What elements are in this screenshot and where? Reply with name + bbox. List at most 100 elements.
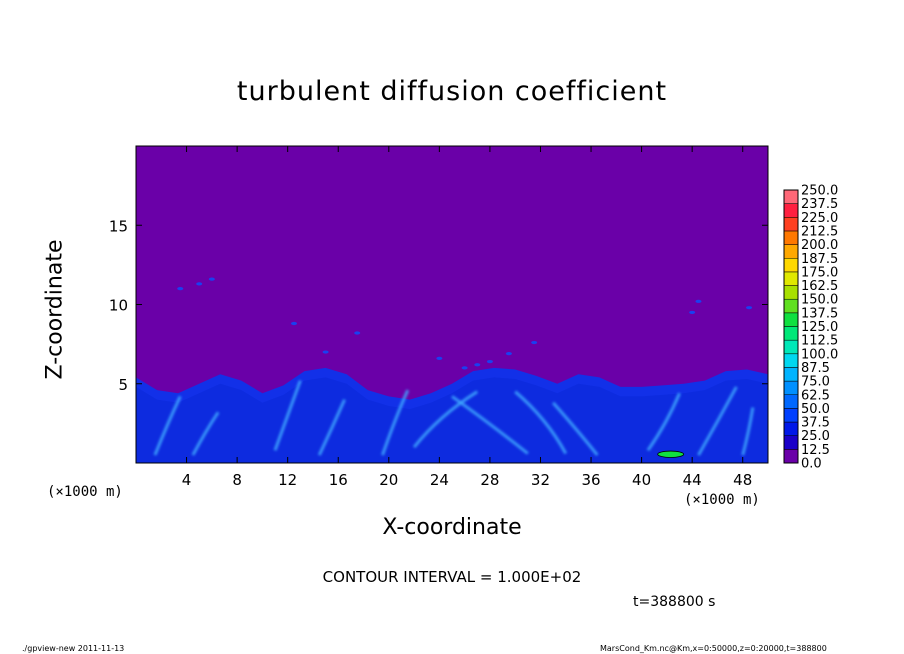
eddy-patch [505,352,512,356]
x-tick-label: 48 [733,471,752,489]
x-tick-label: 12 [278,471,297,489]
colorbar-label: 0.0 [801,457,822,472]
eddy-patch [436,356,443,360]
colorbar-label: 25.0 [801,429,830,444]
boundary-layer-field [136,277,768,463]
eddy-patch [177,287,184,291]
colorbar-cell [783,271,799,286]
colorbar-label: 250.0 [801,184,838,199]
colorbar-cell [783,339,799,355]
colorbar-label: 212.5 [801,224,838,239]
eddy-patch [474,363,481,367]
colorbar-label: 125.0 [801,320,838,335]
colorbar-label: 150.0 [801,293,838,308]
x-unit-label: (×1000 m) [684,492,760,508]
x-tick-label: 44 [683,471,702,489]
x-tick-label: 32 [531,471,550,489]
x-tick-label: 4 [182,471,192,489]
eddy-streak [646,392,681,452]
colorbar-label: 137.5 [801,306,838,321]
colorbar-label: 175.0 [801,265,838,280]
eddy-streak [317,398,346,456]
eddy-patch [461,366,468,370]
colorbar-label: 62.5 [801,388,830,403]
footer-right: MarsCond_Km.nc@Km,x=0:50000,z=0:20000,t=… [600,644,827,653]
colorbar-label: 37.5 [801,416,830,431]
eddy-patch [746,306,753,310]
eddy-patch [531,340,538,345]
eddy-streak [273,380,302,451]
y-axis-label: Z-coordinate [42,239,68,380]
eddy-patch [695,299,702,303]
x-tick-label: 16 [329,471,348,489]
eddy-patch [208,277,215,281]
eddy-streak [697,386,738,456]
x-tick-label: 28 [480,471,499,489]
x-axis-label-text: X-coordinate [382,515,522,540]
y-tick-label: 15 [109,217,128,235]
eddy-streak [381,389,410,456]
contour-interval: CONTOUR INTERVAL = 1.000E+02 [322,568,582,586]
eddy-streak [191,411,220,456]
y-axis: 5 10 15 [109,217,768,394]
colorbar-cell [783,394,799,409]
colorbar-label: 112.5 [801,334,838,349]
eddy-streak [412,390,479,449]
y-tick-label: 5 [118,376,128,394]
x-axis-label: X-coordinate [0,515,904,540]
footer-left: ./gpview-new 2011-11-13 [22,644,125,653]
colorbar-label: 50.0 [801,402,830,417]
colorbar-cell [783,203,799,218]
colorbar-cell [783,421,799,436]
eddy-streak [451,395,529,455]
colorbar-cell [783,435,799,450]
colorbar-cell [783,258,799,273]
colorbar-cell [783,449,799,464]
colorbar-label: 75.0 [801,375,830,390]
eddy-streak [153,395,182,456]
eddy-patch [196,282,203,286]
colorbar-cell [783,217,799,232]
eddy-streak [514,390,568,455]
x-tick-label: 8 [232,471,242,489]
eddy-streaks [153,380,755,457]
x-tick-label: 20 [379,471,398,489]
colorbar-cell [783,298,799,314]
eddy-patch [291,321,297,326]
colorbar-label: 200.0 [801,238,838,253]
colorbar-label: 162.5 [801,279,838,294]
colorbar-cell [783,367,799,382]
colorbar-cell [783,285,799,300]
colorbar-cell [783,380,799,396]
y-unit-label: (×1000 m) [47,484,123,500]
y-tick-label: 10 [109,297,128,315]
colorbar-label: 12.5 [801,443,830,458]
colorbar-cell [783,408,799,423]
colorbar-label: 87.5 [801,361,830,376]
x-tick-label: 36 [581,471,600,489]
eddy-patch [354,331,361,335]
eddy-streak [551,401,599,457]
time-label: t=388800 s [633,594,716,610]
colorbar-frame [783,189,799,464]
x-axis: 4 8 12 16 20 24 28 32 36 40 44 48 [182,146,752,489]
high-diffusion-spot [657,450,685,458]
eddy-patch [322,350,329,354]
colorbar-label: 237.5 [801,197,838,212]
colorbar-cell [783,244,799,259]
colorbar-label: 187.5 [801,252,838,267]
eddy-patch [689,310,696,315]
colorbar-cell [783,312,799,327]
colorbar-label: 225.0 [801,211,838,226]
colorbar-label: 100.0 [801,347,838,362]
x-tick-label: 40 [632,471,651,489]
x-tick-label: 24 [430,471,449,489]
chart-title: turbulent diffusion coefficient [236,76,668,107]
eddy-streak [741,407,755,456]
colorbar: 0.012.525.037.550.062.575.087.5100.0112.… [783,184,838,472]
colorbar-cell [783,230,799,245]
colorbar-cell [783,326,799,341]
colorbar-cell [783,353,799,368]
eddy-patch [486,359,493,364]
